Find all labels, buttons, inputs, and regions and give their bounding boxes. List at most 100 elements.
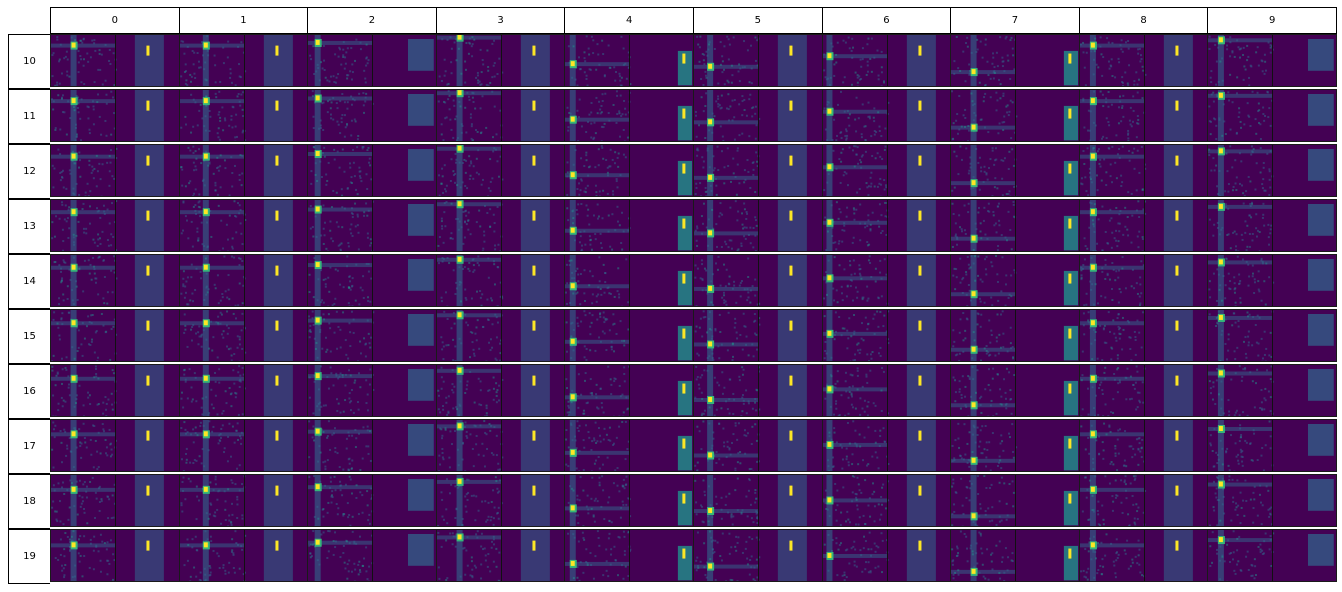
heatmap-pair (951, 475, 1079, 526)
heatmap-pair (51, 420, 179, 471)
heatmap-pair (1208, 310, 1336, 361)
heatmap-cell (178, 144, 309, 197)
column-header: 7 (950, 7, 1080, 34)
heatmap-cell (178, 199, 309, 252)
heatmap-cell (178, 34, 309, 87)
heatmap-cell (693, 34, 823, 87)
heatmap-cell (178, 419, 309, 472)
heatmap-cell (307, 309, 437, 362)
heatmap-pair (951, 310, 1079, 361)
heatmap-cell (1078, 34, 1209, 87)
row-header: 16 (8, 364, 51, 419)
heatmap-pair (694, 475, 822, 526)
heatmap-pair (308, 145, 436, 196)
heatmap-cell (821, 89, 952, 142)
heatmap-pair (565, 35, 693, 86)
heatmap-pair (51, 90, 179, 141)
heatmap-pair (51, 255, 179, 306)
row-separator (50, 197, 1337, 199)
heatmap-pair (822, 420, 951, 471)
heatmap-pair (822, 90, 951, 141)
row-separator (50, 527, 1337, 529)
row-header: 11 (8, 89, 51, 144)
heatmap-pair (179, 90, 308, 141)
heatmap-pair (1208, 90, 1336, 141)
heatmap-cell (564, 89, 694, 142)
heatmap-cell (693, 199, 823, 252)
heatmap-pair (694, 200, 822, 251)
heatmap-pair (51, 35, 179, 86)
heatmap-pair (822, 200, 951, 251)
heatmap-pair (822, 35, 951, 86)
heatmap-pair (1208, 530, 1336, 581)
heatmap-pair (694, 365, 822, 416)
heatmap-pair (694, 255, 822, 306)
heatmap-pair (565, 90, 693, 141)
column-header: 5 (693, 7, 823, 34)
heatmap-cell (950, 419, 1080, 472)
heatmap-pair (1208, 420, 1336, 471)
heatmap-cell (821, 309, 952, 362)
heatmap-cell (564, 144, 694, 197)
heatmap-cell (950, 474, 1080, 527)
heatmap-pair (179, 200, 308, 251)
heatmap-pair (951, 35, 1079, 86)
row-header: 12 (8, 144, 51, 199)
row-separator (50, 582, 1337, 584)
heatmap-cell (1078, 199, 1209, 252)
heatmap-cell (435, 474, 566, 527)
heatmap-cell (178, 364, 309, 417)
heatmap-pair (1079, 200, 1208, 251)
heatmap-cell (50, 254, 180, 307)
heatmap-cell (1207, 254, 1337, 307)
heatmap-cell (307, 364, 437, 417)
row-header: 13 (8, 199, 51, 254)
heatmap-pair (436, 420, 565, 471)
heatmap-cell (435, 199, 566, 252)
heatmap-cell (821, 34, 952, 87)
heatmap-cell (821, 474, 952, 527)
heatmap-cell (435, 144, 566, 197)
heatmap-cell (307, 474, 437, 527)
heatmap-pair (951, 255, 1079, 306)
heatmap-pair (179, 255, 308, 306)
heatmap-cell (950, 144, 1080, 197)
heatmap-pair (565, 145, 693, 196)
heatmap-cell (50, 144, 180, 197)
heatmap-pair (565, 475, 693, 526)
row-separator (50, 142, 1337, 144)
heatmap-cell (1078, 474, 1209, 527)
heatmap-pair (179, 530, 308, 581)
heatmap-pair (1208, 475, 1336, 526)
heatmap-cell (821, 254, 952, 307)
heatmap-cell (178, 254, 309, 307)
heatmap-cell (435, 34, 566, 87)
row-separator (50, 472, 1337, 474)
heatmap-cell (821, 199, 952, 252)
heatmap-pair (1079, 530, 1208, 581)
heatmap-pair (951, 90, 1079, 141)
heatmap-pair (951, 420, 1079, 471)
heatmap-pair (51, 310, 179, 361)
heatmap-pair (436, 530, 565, 581)
heatmap-cell (1207, 529, 1337, 582)
heatmap-cell (1207, 199, 1337, 252)
heatmap-pair (308, 90, 436, 141)
heatmap-cell (693, 474, 823, 527)
heatmap-cell (307, 419, 437, 472)
heatmap-pair (1079, 420, 1208, 471)
heatmap-pair (951, 145, 1079, 196)
heatmap-pair (51, 475, 179, 526)
heatmap-cell (178, 474, 309, 527)
heatmap-pair (565, 310, 693, 361)
heatmap-pair (565, 255, 693, 306)
row-separator (50, 362, 1337, 364)
heatmap-pair (822, 530, 951, 581)
heatmap-cell (693, 529, 823, 582)
heatmap-pair (436, 475, 565, 526)
heatmap-pair (1079, 145, 1208, 196)
column-header: 3 (435, 7, 566, 34)
heatmap-cell (307, 529, 437, 582)
heatmap-pair (1079, 365, 1208, 416)
heatmap-cell (307, 199, 437, 252)
